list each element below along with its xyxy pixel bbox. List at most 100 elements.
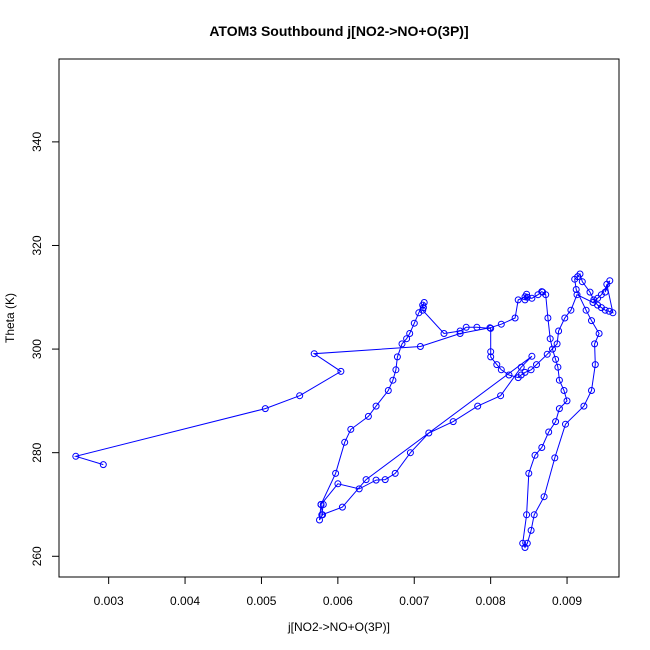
data-point [523,293,531,301]
data-point [576,270,584,278]
data-point [560,387,568,394]
data-point [384,387,392,394]
data-point [403,335,411,343]
data-point [527,526,535,534]
data-point [474,402,482,410]
data-point [372,476,380,484]
data-point [296,392,304,400]
data-point [332,469,340,477]
data-point [546,335,554,343]
y-tick-label: 320 [30,235,44,255]
data-point [410,319,418,327]
data-point [517,363,525,371]
data-point [99,461,107,469]
data-point [552,355,560,363]
data-point [589,299,597,306]
data-point [555,405,563,413]
data-point [542,291,550,299]
data-point [511,314,519,322]
x-tick-label: 0.006 [323,594,353,608]
y-tick-label: 280 [30,442,44,462]
x-tick-label: 0.005 [246,594,276,608]
data-point [406,330,414,337]
data-point [456,330,464,337]
data-point [580,402,588,410]
data-point [347,425,355,433]
data-point [393,353,401,361]
data-point [588,387,595,394]
x-tick-label: 0.007 [399,594,429,608]
data-point [355,485,363,493]
data-point [563,397,571,405]
y-tick-label: 340 [30,132,44,152]
data-point [582,306,590,314]
data-point [338,503,346,511]
data-point [486,324,494,332]
data-point [540,493,548,501]
data-point [595,330,603,337]
series-points [72,270,617,551]
y-tick-label: 300 [30,339,44,359]
data-point [310,350,318,358]
data-point [555,327,563,335]
data-point [527,366,535,374]
data-point [487,324,495,332]
data-point [389,376,397,384]
data-point [588,317,595,325]
data-point [319,501,327,508]
data-point [555,376,563,384]
data-point [341,438,349,446]
data-point [561,314,569,322]
data-point [609,309,617,317]
data-point [497,392,505,400]
data-point [606,277,614,285]
data-point [594,294,602,302]
data-point [487,353,495,361]
x-tick-label: 0.003 [94,594,124,608]
data-point [562,420,569,428]
chart-title: ATOM3 Southbound j[NO2->NO+O(3P)] [209,23,468,39]
data-point [567,306,575,314]
data-point [493,361,501,369]
x-tick-label: 0.008 [476,594,506,608]
data-point [362,476,370,484]
data-point [487,348,495,356]
data-point [591,361,599,369]
data-point [551,454,559,462]
data-point [514,374,522,382]
data-point [317,501,325,508]
data-point [473,323,481,331]
data-point [337,367,345,375]
data-point [514,296,522,304]
data-point [449,418,457,426]
data-point [549,345,556,353]
data-point [392,366,400,374]
data-point [554,363,562,371]
data-point [544,314,552,322]
data-point [406,449,414,457]
data-point [420,299,428,306]
data-point [519,539,527,547]
x-axis-label: j[NO2->NO+O(3P)] [287,620,390,634]
data-point [381,476,389,484]
data-point [415,309,423,317]
data-point [578,278,586,286]
data-point [573,291,581,299]
x-axis: 0.003 0.004 0.005 0.006 0.007 0.008 0.009 [94,577,582,608]
y-tick-label: 260 [30,546,44,566]
data-point [530,511,538,519]
data-point [601,306,609,314]
data-point [72,452,80,460]
data-point [523,539,531,547]
data-point [528,352,536,360]
data-point [497,366,505,374]
data-point [586,288,594,296]
data-point [591,340,599,348]
data-point [391,469,399,477]
data-point [440,330,448,337]
data-point [538,444,546,451]
data-point [597,291,605,299]
data-point [553,340,561,348]
x-tick-label: 0.009 [552,594,582,608]
